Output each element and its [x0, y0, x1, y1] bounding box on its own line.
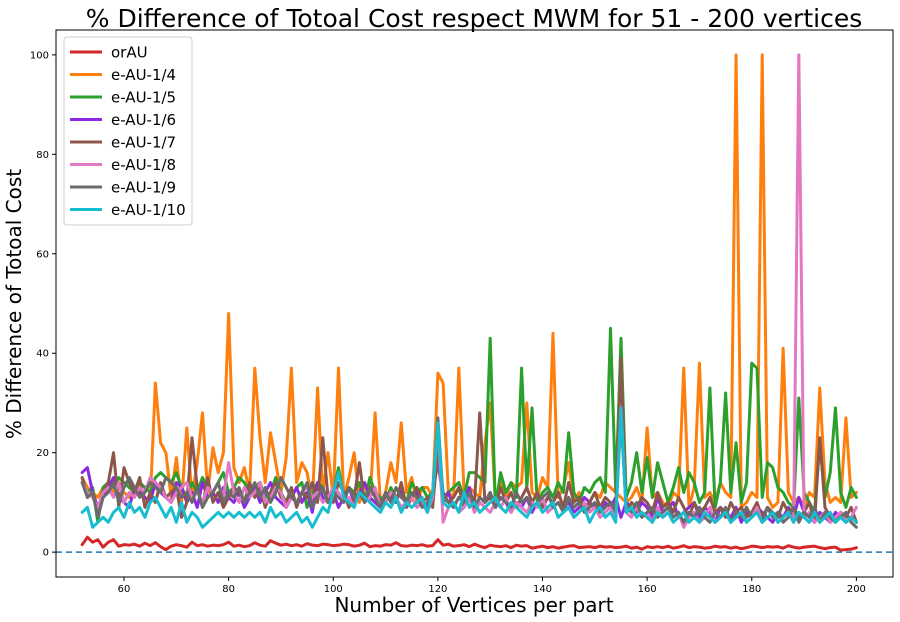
plot-frame [55, 29, 894, 578]
x-axis-ticks: 60 80 100 120 140 160 180 200 [118, 577, 866, 595]
legend-label: e-AU-1/9 [111, 179, 176, 197]
series-line-7 [80, 406, 858, 529]
legend-label: e-AU-1/10 [111, 201, 186, 219]
x-axis-label: Number of Vertices per part [334, 593, 613, 617]
y-tick-label: 20 [36, 448, 49, 459]
legend-label: e-AU-1/8 [111, 156, 176, 174]
series-layer [80, 53, 858, 552]
legend-label: e-AU-1/6 [111, 111, 176, 129]
x-tick-label: 60 [118, 584, 131, 595]
y-tick-label: 100 [30, 50, 49, 61]
chart-title: % Difference of Totoal Cost respect MWM … [86, 4, 862, 33]
legend-box [63, 36, 193, 226]
y-axis-label: % Difference of Totoal Cost [2, 169, 26, 439]
x-tick-label: 100 [324, 584, 343, 595]
x-tick-label: 160 [638, 584, 657, 595]
series-line-0 [80, 535, 858, 552]
legend-label: e-AU-1/5 [111, 89, 176, 107]
y-axis-ticks: 0 20 40 60 80 100 [30, 50, 56, 559]
y-tick-label: 60 [36, 249, 49, 260]
x-tick-label: 180 [742, 584, 761, 595]
legend-label: e-AU-1/7 [111, 134, 176, 152]
x-tick-label: 200 [847, 584, 866, 595]
legend-label: e-AU-1/4 [111, 66, 176, 84]
series-line-6 [80, 416, 858, 529]
legend-label: orAU [111, 44, 148, 62]
x-tick-label: 80 [222, 584, 235, 595]
x-tick-label: 140 [533, 584, 552, 595]
y-tick-label: 0 [43, 548, 49, 559]
y-tick-label: 40 [36, 349, 49, 360]
y-tick-label: 80 [36, 150, 49, 161]
legend: orAU e-AU-1/4 e-AU-1/5 e-AU-1/6 e-AU-1/7 e-AU… [63, 36, 193, 226]
x-tick-label: 120 [428, 584, 447, 595]
